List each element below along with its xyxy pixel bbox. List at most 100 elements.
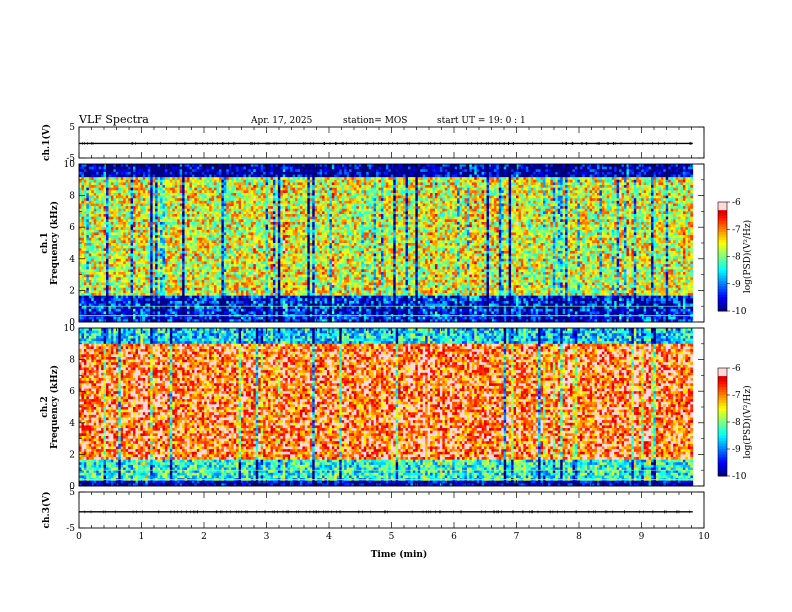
- spectrogram-cell: [565, 175, 568, 178]
- spectrogram-cell: [295, 211, 298, 214]
- spectrogram-cell: [379, 172, 382, 175]
- spectrogram-cell: [646, 177, 649, 180]
- spectrogram-cell: [489, 188, 492, 191]
- spectrogram-cell: [599, 182, 602, 185]
- spectrogram-cell: [305, 188, 308, 191]
- spectrogram-cell: [491, 182, 494, 185]
- spectrogram-cell: [180, 164, 183, 167]
- spectrogram-cell: [671, 172, 674, 175]
- spectrogram-cell: [175, 196, 178, 199]
- spectrogram-cell: [570, 211, 573, 214]
- spectrogram-cell: [258, 206, 261, 209]
- spectrogram-cell: [570, 193, 573, 196]
- spectrogram-cell: [312, 204, 315, 207]
- spectrogram-cell: [376, 211, 379, 214]
- spectrogram-cell: [413, 182, 416, 185]
- spectrogram-cell: [325, 175, 328, 178]
- spectrogram-cell: [482, 196, 485, 199]
- spectrogram-cell: [668, 167, 671, 170]
- spectrogram-cell: [374, 164, 377, 167]
- spectrogram-cell: [283, 182, 286, 185]
- date-label: Apr. 17, 2025: [250, 116, 313, 126]
- spectrogram-cell: [339, 188, 342, 191]
- spectrogram-cell: [170, 211, 173, 214]
- spectrogram-cell: [560, 206, 563, 209]
- spectrogram-cell: [437, 204, 440, 207]
- spectrogram-cell: [349, 164, 352, 167]
- spectrogram-cell: [622, 201, 625, 204]
- spectrogram-cell: [180, 204, 183, 207]
- spectrogram-cell: [624, 190, 627, 193]
- spectrogram-cell: [437, 188, 440, 191]
- spectrogram-cell: [96, 188, 99, 191]
- spectrogram-cell: [673, 201, 676, 204]
- spectrogram-cell: [541, 188, 544, 191]
- spectrogram-cell: [494, 169, 497, 172]
- spectrogram-cell: [585, 167, 588, 170]
- spectrogram-cell: [143, 206, 146, 209]
- spectrogram-cell: [641, 182, 644, 185]
- spectrogram-cell: [96, 177, 99, 180]
- spectrogram-cell: [236, 188, 239, 191]
- spectrogram-cell: [491, 209, 494, 212]
- spectrogram-cell: [209, 167, 212, 170]
- spectrogram-cell: [339, 196, 342, 199]
- spectrogram-cell: [383, 211, 386, 214]
- spectrogram-cell: [256, 206, 259, 209]
- spectrogram-cell: [131, 182, 134, 185]
- spectrogram-cell: [671, 209, 674, 212]
- spectrogram-cell: [374, 167, 377, 170]
- spectrogram-cell: [347, 206, 350, 209]
- spectrogram-cell: [349, 198, 352, 201]
- spectrogram-cell: [320, 211, 323, 214]
- spectrogram-cell: [246, 172, 249, 175]
- spectrogram-cell: [590, 190, 593, 193]
- spectrogram-cell: [91, 167, 94, 170]
- spectrogram-cell: [310, 198, 313, 201]
- spectrogram-cell: [256, 190, 259, 193]
- spectrogram-cell: [172, 185, 175, 188]
- spectrogram-cell: [690, 204, 693, 207]
- spectrogram-cell: [334, 182, 337, 185]
- spectrogram-cell: [234, 206, 237, 209]
- spectrogram-cell: [293, 190, 296, 193]
- spectrogram-cell: [111, 177, 114, 180]
- spectrogram-cell: [204, 206, 207, 209]
- spectrogram-cell: [305, 182, 308, 185]
- spectrogram-cell: [572, 209, 575, 212]
- spectrogram-cell: [167, 204, 170, 207]
- spectrogram-cell: [376, 201, 379, 204]
- spectrogram-cell: [381, 201, 384, 204]
- spectrogram-cell: [469, 190, 472, 193]
- spectrogram-cell: [585, 169, 588, 172]
- spectrogram-cell: [91, 201, 94, 204]
- spectrogram-cell: [528, 201, 531, 204]
- spectrogram-cell: [376, 209, 379, 212]
- spectrogram-cell: [145, 177, 148, 180]
- spectrogram-cell: [180, 193, 183, 196]
- spectrogram-cell: [587, 172, 590, 175]
- spectrogram-cell: [413, 164, 416, 167]
- spectrogram-cell: [663, 185, 666, 188]
- spectrogram-cell: [474, 204, 477, 207]
- spectrogram-cell: [472, 188, 475, 191]
- spectrogram-cell: [541, 196, 544, 199]
- spectrogram-cell: [128, 169, 131, 172]
- spectrogram-cell: [268, 188, 271, 191]
- spectrogram-cell: [243, 190, 246, 193]
- spectrogram-cell: [577, 188, 580, 191]
- spectrogram-cell: [626, 182, 629, 185]
- spectrogram-cell: [270, 206, 273, 209]
- spectrogram-cell: [359, 180, 362, 183]
- spectrogram-cell: [658, 180, 661, 183]
- spectrogram-cell: [91, 193, 94, 196]
- spectrogram-cell: [602, 204, 605, 207]
- spectrogram-cell: [428, 190, 431, 193]
- spectrogram-cell: [322, 201, 325, 204]
- spectrogram-cell: [487, 175, 490, 178]
- spectrogram-cell: [391, 175, 394, 178]
- spectrogram-cell: [440, 169, 443, 172]
- spectrogram-cell: [410, 209, 413, 212]
- spectrogram-cell: [381, 164, 384, 167]
- spectrogram-cell: [538, 175, 541, 178]
